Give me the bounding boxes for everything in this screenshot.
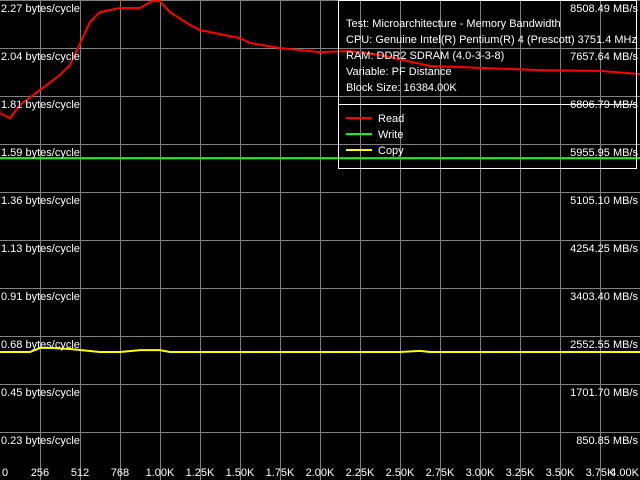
x-tick-label: 2.50K (386, 467, 415, 479)
y-tick-label-left: 0.91 bytes/cycle (1, 291, 80, 303)
x-tick-label: 2.25K (346, 467, 375, 479)
legend-label: Copy (378, 145, 404, 157)
legend-label: Read (378, 113, 404, 125)
x-tick-label: 3.00K (466, 467, 495, 479)
x-tick-label: 768 (111, 467, 129, 479)
info-line: RAM: DDR2 SDRAM (4.0-3-3-8) (346, 50, 504, 62)
series-line-read (0, 0, 640, 120)
y-tick-label-left: 1.59 bytes/cycle (1, 147, 80, 159)
x-tick-label: 1.50K (226, 467, 255, 479)
x-tick-label: 3.50K (546, 467, 575, 479)
info-line: Block Size: 16384.00K (346, 82, 457, 94)
x-tick-label: 3.75K (586, 467, 615, 479)
x-tick-label: 2.75K (426, 467, 455, 479)
x-tick-label: 1.75K (266, 467, 295, 479)
info-line: Variable: PF Distance (346, 66, 452, 78)
legend-border (338, 0, 637, 169)
y-tick-label-left: 2.04 bytes/cycle (1, 51, 80, 63)
info-line: Test: Microarchitecture - Memory Bandwid… (346, 18, 561, 30)
y-tick-label-left: 0.45 bytes/cycle (1, 387, 80, 399)
legend-label: Write (378, 129, 403, 141)
y-tick-label-right: 7657.64 MB/s (570, 51, 638, 63)
x-tick-label: 2.00K (306, 467, 335, 479)
x-tick-label: 256 (31, 467, 49, 479)
y-tick-label-right: 2552.55 MB/s (570, 339, 638, 351)
y-tick-label-left: 1.13 bytes/cycle (1, 243, 80, 255)
x-tick-label: 0 (2, 467, 8, 479)
series-line-copy (0, 346, 640, 353)
y-tick-label-right: 3403.40 MB/s (570, 291, 638, 303)
y-tick-label-right: 5955.95 MB/s (570, 147, 638, 159)
x-tick-label: 1.25K (186, 467, 215, 479)
y-tick-label-right: 1701.70 MB/s (570, 387, 638, 399)
info-legend-box: Test: Microarchitecture - Memory Bandwid… (338, 0, 637, 169)
y-tick-label-right: 850.85 MB/s (576, 435, 638, 447)
y-tick-label-left: 0.23 bytes/cycle (1, 435, 80, 447)
y-tick-label-right: 5105.10 MB/s (570, 195, 638, 207)
y-tick-label-left: 2.27 bytes/cycle (1, 3, 80, 15)
y-tick-label-right: 4254.25 MB/s (570, 243, 638, 255)
y-tick-label-left: 1.81 bytes/cycle (1, 99, 80, 111)
y-tick-label-left: 0.68 bytes/cycle (1, 339, 80, 351)
x-tick-label: 1.00K (146, 467, 175, 479)
x-tick-label: 512 (71, 467, 89, 479)
info-line: CPU: Genuine Intel(R) Pentium(R) 4 (Pres… (346, 34, 637, 46)
x-tick-label: 3.25K (506, 467, 535, 479)
x-tick-label: 4.00K (610, 467, 639, 479)
y-tick-label-left: 1.36 bytes/cycle (1, 195, 80, 207)
y-tick-label-right: 8508.49 MB/s (570, 3, 638, 15)
